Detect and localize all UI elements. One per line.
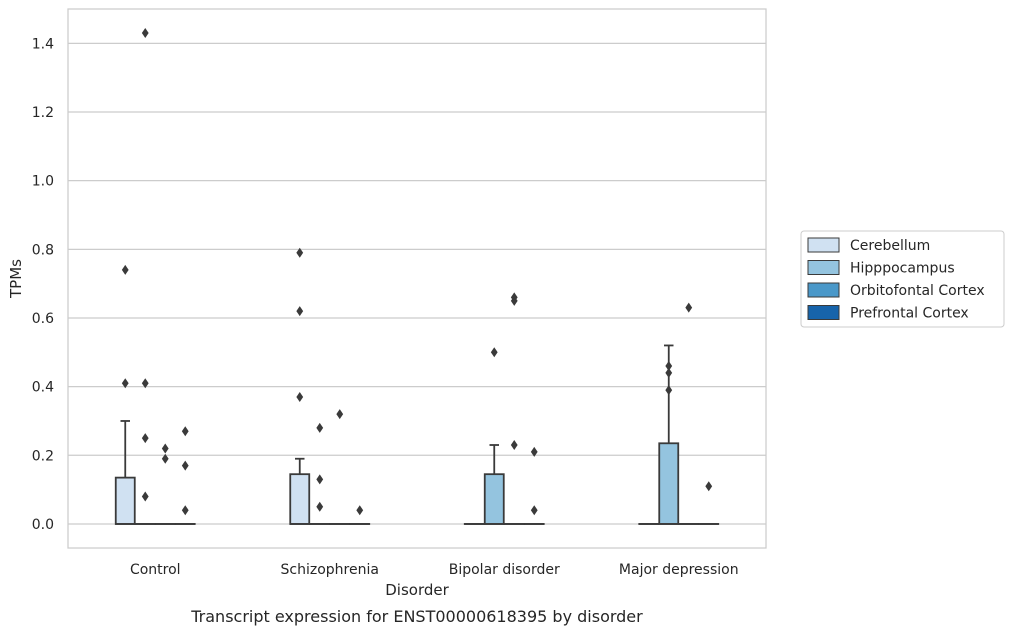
box-orbitofontal-cortex	[678, 302, 700, 525]
legend-swatch	[807, 237, 840, 253]
outlier-point	[316, 422, 324, 433]
outlier-point	[490, 347, 498, 358]
outlier-point	[665, 367, 673, 378]
outlier-point	[181, 426, 189, 437]
outlier-point	[141, 433, 149, 444]
box-hipppocampus	[483, 347, 505, 525]
outlier-point	[181, 460, 189, 471]
legend-frame	[800, 230, 1005, 328]
outlier-point	[665, 361, 673, 372]
y-tick-label: 0.6	[32, 311, 54, 327]
box-prefrontal-cortex	[174, 426, 196, 525]
x-tick-label: Schizophrenia	[281, 562, 379, 578]
box-body	[289, 473, 311, 525]
outlier-point	[530, 505, 538, 516]
legend: Cerebellum Hipppocampus Orbitofontal Corte…	[800, 230, 1005, 328]
outlier-point	[316, 474, 324, 485]
x-axis-ticks: Control Schizophrenia Bipolar disorder Majo…	[130, 562, 739, 578]
box-hipppocampus	[134, 28, 156, 525]
box-body	[114, 476, 136, 525]
outlier-point	[510, 295, 518, 306]
box-hipppocampus	[658, 344, 680, 525]
outlier-point	[121, 378, 129, 389]
y-tick-label: 0.4	[32, 380, 54, 396]
box-body	[483, 473, 505, 525]
legend-swatch	[807, 282, 840, 298]
box-cerebellum	[114, 264, 136, 525]
legend-entry: Prefrontal Cortex	[807, 305, 969, 322]
outlier-point	[356, 505, 364, 516]
legend-swatch	[807, 305, 840, 320]
legend-label: Hipppocampus	[850, 261, 955, 277]
outlier-point	[141, 491, 149, 502]
outlier-point	[685, 302, 693, 313]
outlier-point	[161, 443, 169, 454]
y-tick-label: 0.0	[32, 517, 54, 533]
box-orbitofontal-cortex	[329, 409, 351, 525]
box-orbitofontal-cortex	[154, 443, 176, 525]
legend-swatch	[807, 260, 840, 275]
outlier-point	[181, 505, 189, 516]
chart-caption: Transcript expression for ENST0000061839…	[190, 607, 643, 626]
y-tick-label: 1.0	[32, 174, 54, 190]
x-tick-label: Bipolar disorder	[449, 562, 560, 578]
y-axis-ticks: 0.0 0.2 0.4 0.6 0.8 1.0 1.2 1.4	[32, 36, 54, 533]
outlier-point	[141, 28, 149, 39]
outlier-point	[316, 501, 324, 512]
x-axis-label: Disorder	[385, 581, 449, 599]
legend-label: Cerebellum	[850, 238, 930, 254]
box-body	[658, 442, 680, 525]
gridlines	[68, 42, 766, 525]
outlier-point	[665, 385, 673, 396]
y-tick-label: 1.4	[32, 36, 54, 52]
box-cerebellum	[289, 247, 311, 525]
legend-entry: Orbitofontal Cortex	[807, 282, 985, 299]
outlier-point	[161, 453, 169, 464]
outlier-point	[141, 378, 149, 389]
outlier-point	[296, 391, 304, 402]
outlier-point	[336, 409, 344, 420]
plot-frame	[67, 8, 767, 549]
box-prefrontal-cortex	[523, 446, 545, 525]
outlier-point	[705, 481, 713, 492]
y-tick-label: 0.2	[32, 448, 54, 464]
y-tick-label: 1.2	[32, 105, 54, 121]
outlier-point	[510, 440, 518, 451]
outlier-point	[296, 306, 304, 317]
y-axis-label: TPMs	[7, 259, 25, 299]
legend-label: Prefrontal Cortex	[850, 306, 969, 322]
x-tick-label: Control	[130, 562, 181, 578]
box-prefrontal-cortex	[349, 505, 371, 525]
y-tick-label: 0.8	[32, 242, 54, 258]
x-tick-label: Major depression	[619, 562, 739, 578]
boxes	[114, 28, 720, 525]
legend-entry: Hipppocampus	[807, 260, 955, 277]
outlier-point	[530, 446, 538, 457]
outlier-point	[121, 264, 129, 275]
legend-label: Orbitofontal Cortex	[850, 283, 985, 299]
box-orbitofontal-cortex	[503, 292, 525, 525]
box-hipppocampus	[309, 422, 331, 525]
legend-entry: Cerebellum	[807, 237, 930, 254]
box-prefrontal-cortex	[698, 481, 720, 525]
outlier-point	[296, 247, 304, 258]
